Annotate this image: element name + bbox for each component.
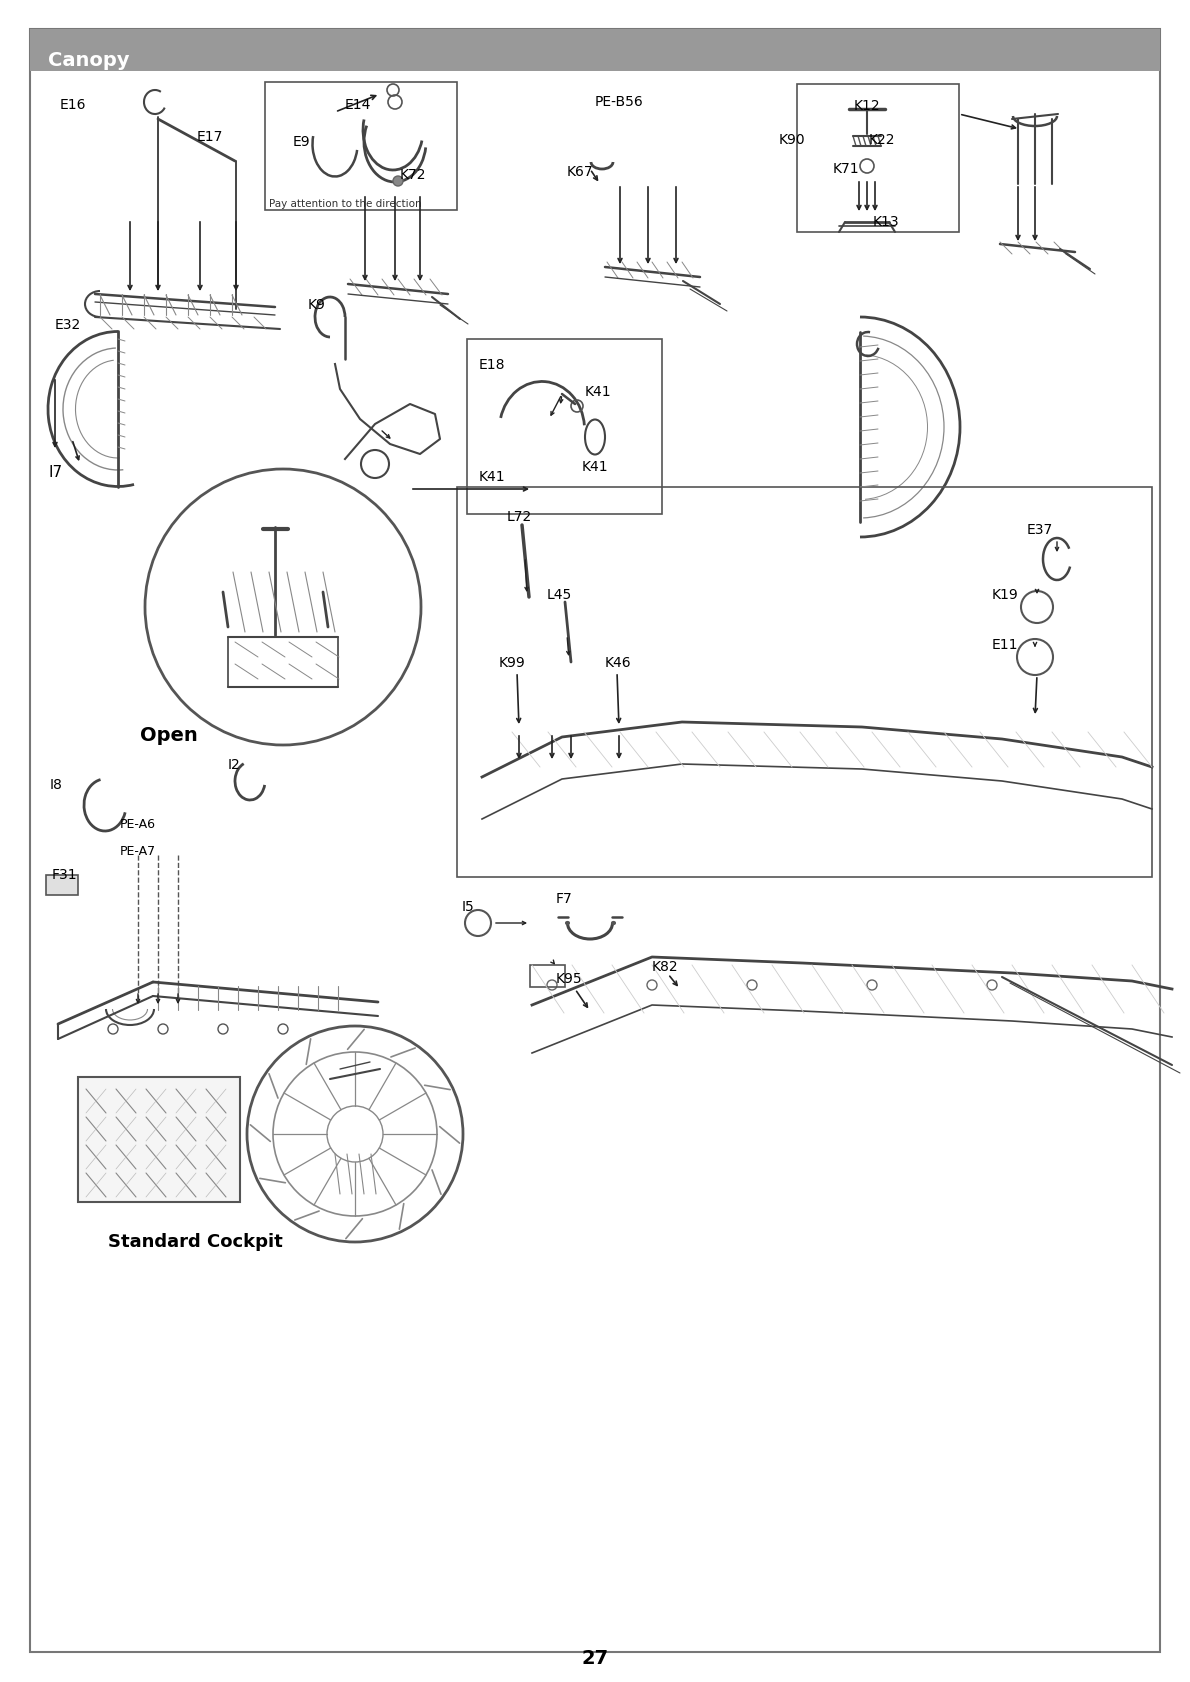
Circle shape bbox=[393, 177, 403, 187]
Text: E18: E18 bbox=[480, 358, 506, 372]
Text: K90: K90 bbox=[779, 133, 806, 146]
Text: K12: K12 bbox=[853, 99, 881, 113]
Text: Standard Cockpit: Standard Cockpit bbox=[108, 1233, 283, 1250]
Text: K71: K71 bbox=[832, 161, 859, 177]
Text: F31: F31 bbox=[52, 868, 77, 881]
Text: K19: K19 bbox=[992, 587, 1019, 602]
Text: K72: K72 bbox=[400, 168, 426, 182]
Text: K9: K9 bbox=[308, 298, 326, 311]
Text: E32: E32 bbox=[55, 318, 81, 331]
Text: 27: 27 bbox=[582, 1648, 608, 1667]
Bar bbox=[46, 875, 79, 895]
Bar bbox=[30, 30, 1160, 72]
Text: E9: E9 bbox=[293, 135, 311, 150]
Text: K13: K13 bbox=[873, 215, 900, 229]
Bar bbox=[466, 340, 662, 515]
Text: K41: K41 bbox=[582, 459, 608, 474]
Text: K22: K22 bbox=[869, 133, 896, 146]
Text: K95: K95 bbox=[556, 972, 583, 986]
Bar bbox=[530, 965, 565, 987]
Text: PE-A7: PE-A7 bbox=[120, 844, 156, 858]
Text: K41: K41 bbox=[585, 385, 612, 399]
Text: E37: E37 bbox=[1027, 523, 1053, 537]
Text: E17: E17 bbox=[198, 130, 224, 145]
Bar bbox=[797, 86, 959, 232]
Text: K41: K41 bbox=[480, 469, 506, 484]
Text: PE-B56: PE-B56 bbox=[595, 94, 644, 109]
Text: E14: E14 bbox=[345, 98, 371, 113]
Text: E16: E16 bbox=[60, 98, 87, 113]
Text: L45: L45 bbox=[547, 587, 572, 602]
Bar bbox=[265, 82, 457, 210]
Text: E11: E11 bbox=[992, 637, 1019, 651]
Text: I5: I5 bbox=[462, 900, 475, 913]
Text: K82: K82 bbox=[652, 959, 678, 974]
Text: I8: I8 bbox=[50, 777, 63, 792]
Text: Pay attention to the direction: Pay attention to the direction bbox=[269, 198, 421, 209]
Bar bbox=[79, 1078, 240, 1203]
Text: K67: K67 bbox=[566, 165, 594, 178]
Text: PE-A6: PE-A6 bbox=[120, 817, 156, 831]
Text: Open: Open bbox=[140, 725, 198, 745]
Text: L72: L72 bbox=[507, 510, 532, 523]
Bar bbox=[457, 488, 1152, 878]
Text: K46: K46 bbox=[605, 656, 632, 669]
Text: F7: F7 bbox=[556, 891, 572, 905]
Text: I2: I2 bbox=[228, 757, 240, 772]
Text: Canopy: Canopy bbox=[48, 50, 130, 71]
Text: K99: K99 bbox=[499, 656, 526, 669]
Text: I7: I7 bbox=[48, 464, 62, 479]
